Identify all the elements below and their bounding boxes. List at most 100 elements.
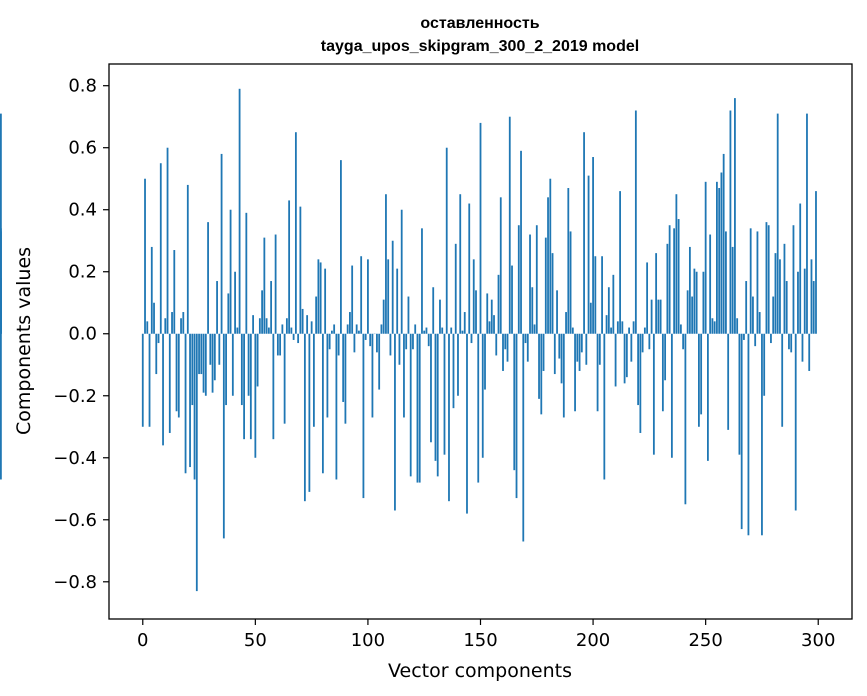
bar (213, 333, 216, 381)
bar (457, 333, 459, 396)
bar (679, 324, 682, 334)
bar (734, 98, 736, 334)
bar (720, 172, 723, 334)
bar (445, 147, 448, 334)
bar (571, 327, 574, 334)
bar (522, 333, 525, 542)
bar (650, 299, 653, 334)
bar (794, 333, 797, 511)
bar (162, 333, 164, 446)
bar (722, 153, 725, 334)
bar (490, 299, 493, 334)
bar (585, 333, 588, 365)
bar (754, 333, 757, 347)
bar (574, 333, 576, 412)
bar (312, 333, 315, 427)
x-tick-label: 100 (351, 630, 385, 651)
bar (231, 333, 234, 396)
bar (434, 333, 437, 461)
bar (171, 312, 173, 334)
bar (511, 265, 513, 334)
bar (583, 132, 585, 334)
bar (258, 318, 261, 334)
bar (409, 333, 412, 477)
bar (520, 150, 522, 334)
bar (227, 293, 230, 334)
bar (441, 327, 444, 334)
bar (659, 299, 662, 334)
bar (398, 333, 401, 365)
bar (263, 237, 266, 334)
bar (716, 181, 718, 334)
bar (707, 333, 709, 461)
bar (279, 333, 282, 356)
bar (736, 318, 739, 334)
bar (189, 333, 191, 468)
bar (515, 333, 518, 499)
bar (610, 327, 612, 334)
bar (389, 333, 392, 356)
bar (632, 321, 635, 334)
bar (587, 175, 590, 334)
bar (603, 333, 606, 480)
bar (308, 333, 311, 492)
bar (670, 333, 673, 458)
bar (164, 318, 167, 334)
bar (542, 333, 545, 371)
bar (709, 234, 712, 334)
bar (806, 113, 808, 334)
bar (637, 333, 640, 406)
bar (675, 194, 678, 334)
y-tick-label: 0.2 (68, 262, 97, 283)
bar (569, 231, 572, 334)
bar (265, 318, 268, 334)
bar (668, 225, 671, 334)
bar (306, 315, 309, 334)
bar (729, 110, 732, 334)
bar (648, 333, 651, 350)
bar (808, 333, 811, 371)
bar (421, 228, 423, 334)
bar (578, 333, 581, 371)
bar (400, 209, 403, 334)
bar (297, 333, 300, 344)
bar (713, 321, 716, 334)
y-tick-label: 0.0 (68, 324, 97, 345)
bar (481, 333, 484, 458)
bar (639, 333, 642, 433)
bar (470, 333, 473, 344)
bar (592, 157, 594, 334)
bar (290, 327, 293, 334)
bar (785, 281, 788, 334)
bar (535, 225, 538, 334)
bar (725, 231, 727, 334)
bar (700, 333, 703, 415)
bar (704, 181, 707, 334)
bar (621, 321, 624, 334)
bar (225, 333, 227, 406)
bar (423, 330, 426, 334)
bar (749, 228, 752, 334)
bar (202, 333, 205, 393)
bar (319, 262, 322, 334)
x-tick-label: 0 (137, 630, 148, 651)
bar (310, 321, 313, 334)
bar (551, 253, 554, 334)
bar (598, 333, 601, 365)
bar (294, 132, 297, 334)
bar (177, 333, 180, 418)
bar (790, 333, 793, 353)
bar (616, 321, 619, 334)
bar (166, 147, 169, 334)
bar (540, 333, 543, 415)
bar (238, 88, 241, 334)
bar (497, 274, 500, 334)
bar (580, 333, 583, 353)
bar (331, 330, 333, 334)
plot-area-frame (108, 63, 853, 620)
bar (315, 296, 318, 334)
bar (193, 333, 196, 480)
bar (272, 333, 275, 440)
